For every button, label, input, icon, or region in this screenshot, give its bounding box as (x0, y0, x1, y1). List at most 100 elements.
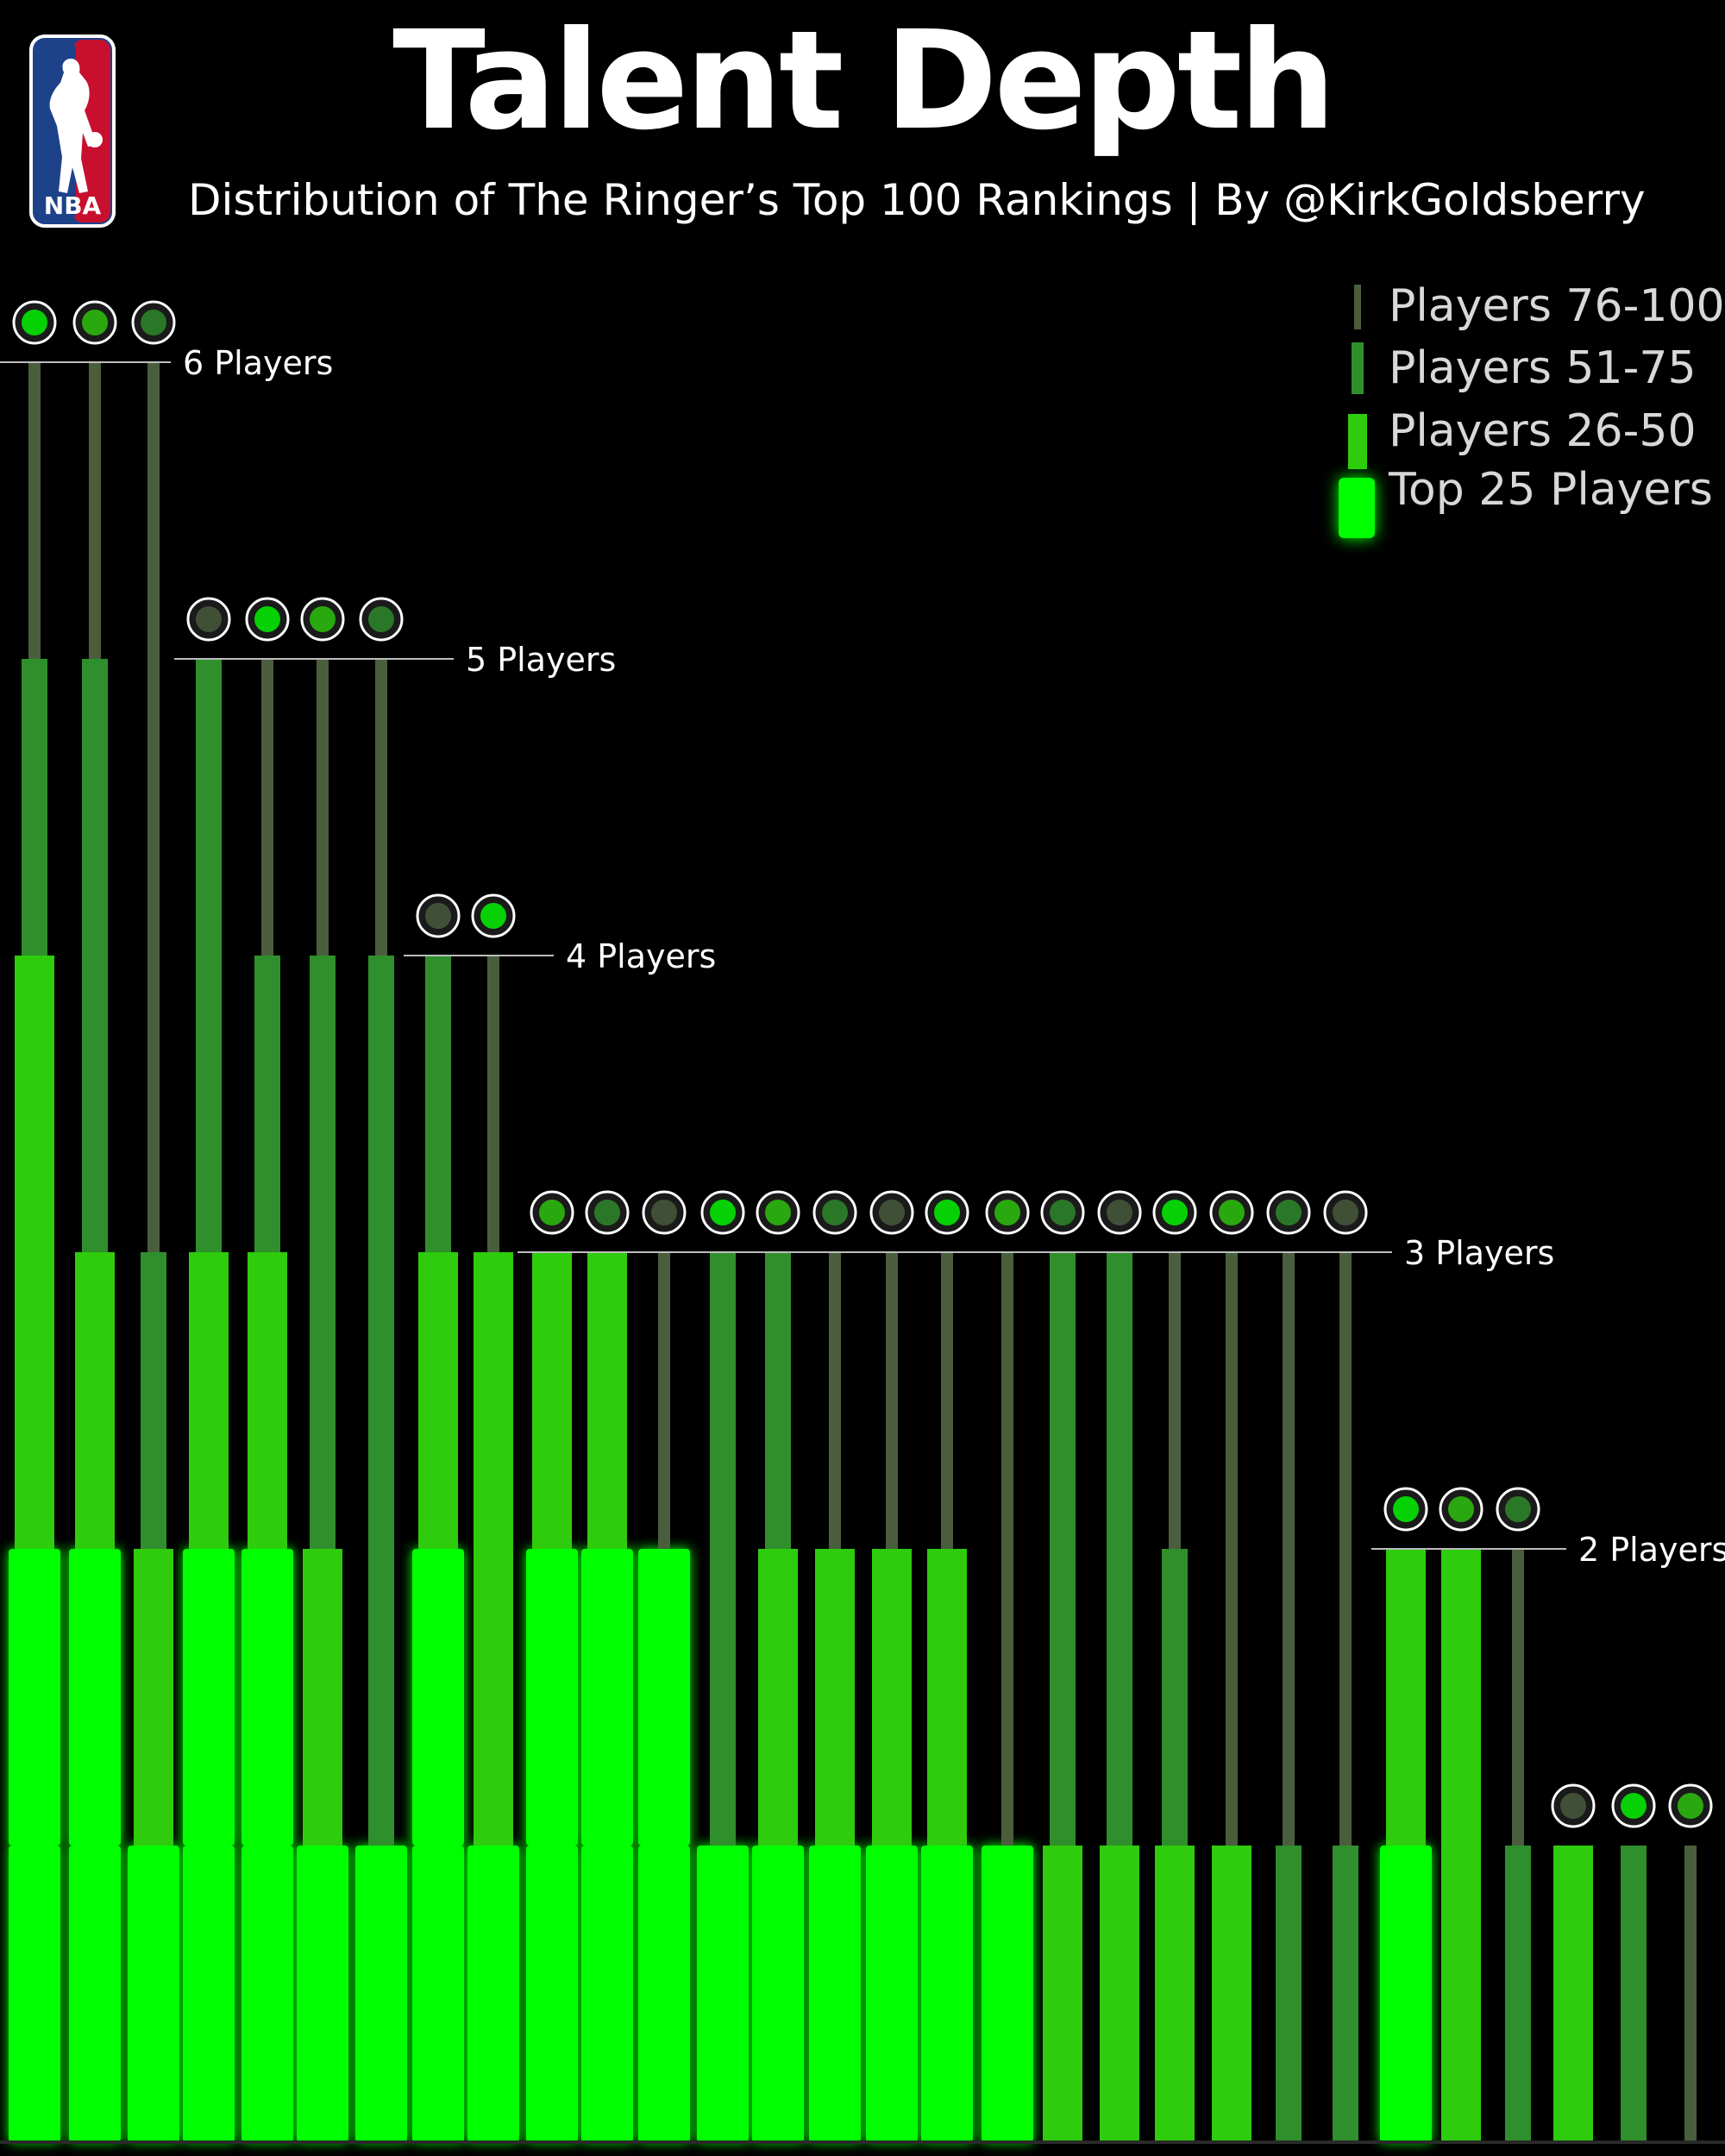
team-logo-pelicans (471, 893, 516, 938)
bar-segment-magic-2 (758, 1549, 798, 1846)
team-logo-suns (642, 1190, 687, 1235)
bar-segment-rockets-3 (141, 1252, 166, 1549)
bar-segment-cavaliers-3 (248, 1252, 287, 1549)
bar-segment-grizzlies-1 (697, 1846, 749, 2142)
bar-segment-bulls-3 (1283, 1252, 1295, 1549)
bar-segment-bucks-3 (941, 1252, 953, 1549)
team-logo-bucks (925, 1190, 969, 1235)
bar-segment-jazz-2 (1512, 1549, 1524, 1846)
bar-segment-clippers-2 (412, 1549, 464, 1846)
bar-segment-thunder-2 (69, 1549, 121, 1846)
bar-segment-celtics-4 (15, 956, 54, 1252)
bar-segment-hawks-2 (1050, 1549, 1076, 1846)
bar-segment-knicks-5 (196, 659, 222, 956)
bar-segment-rockets-2 (134, 1549, 173, 1846)
bar-segment-clippers-3 (418, 1252, 458, 1549)
bar-segment-trail-blazers-2 (1339, 1549, 1352, 1846)
bar-segment-knicks-3 (189, 1252, 229, 1549)
team-logo-jazz (1496, 1487, 1540, 1532)
team-logo-timberwolves (359, 597, 404, 642)
bar-segment-rockets-4 (147, 956, 160, 1252)
bar-segment-pelicans-1 (467, 1846, 519, 2142)
bar-segment-thunder-5 (82, 659, 108, 956)
team-logo-bulls (1266, 1190, 1311, 1235)
team-logo-kings (1097, 1190, 1142, 1235)
bar-segment-mavericks-2 (1386, 1549, 1426, 1846)
bar-segment-raptors-2 (1162, 1549, 1188, 1846)
bar-segment-thunder-1 (69, 1846, 121, 2142)
bar-segment-warriors-1 (581, 1846, 633, 2142)
team-logo-raptors (1152, 1190, 1197, 1235)
bar-segment-pacers-3 (886, 1252, 898, 1549)
group-label-6: 6 Players (183, 344, 333, 382)
bar-segment-pacers-1 (866, 1846, 918, 2142)
bar-segment-clippers-4 (425, 956, 451, 1252)
bar-segment-bulls-2 (1283, 1549, 1295, 1846)
legend-label-26-50: Players 26-50 (1389, 405, 1697, 457)
bar-segment-nuggets-4 (310, 956, 336, 1252)
bar-segment-thunder-3 (75, 1252, 115, 1549)
bar-segment-nets-1 (1621, 1846, 1647, 2142)
group-label-4: 4 Players (566, 937, 716, 975)
bar-segment-wizards-1 (1684, 1846, 1697, 2142)
bar-segment-trail-blazers-1 (1333, 1846, 1358, 2142)
team-logo-wizards (1668, 1783, 1713, 1828)
bar-segment-pelicans-2 (474, 1549, 513, 1846)
team-logo-grizzlies (700, 1190, 745, 1235)
bars-layer (9, 362, 1697, 2142)
nba-logo-text: NBA (44, 191, 102, 220)
group-label-2: 2 Players (1578, 1531, 1725, 1569)
legend-swatch-76-100 (1354, 285, 1361, 329)
bar-segment-raptors-1 (1155, 1846, 1195, 2142)
team-logo-rockets (131, 300, 176, 345)
team-logo-knicks (186, 597, 231, 642)
bar-segment-lakers-1 (526, 1846, 578, 2142)
team-logo-76ers (1209, 1190, 1254, 1235)
bar-segment-76ers-3 (1226, 1252, 1238, 1549)
team-logo-clippers (416, 893, 461, 938)
team-logo-magic (756, 1190, 800, 1235)
bar-segment-bulls-1 (1276, 1846, 1302, 2142)
group-label-5: 5 Players (466, 641, 616, 679)
bar-segment-bucks-2 (927, 1549, 967, 1846)
bar-segment-clippers-1 (412, 1846, 464, 2142)
bar-segment-magic-1 (752, 1846, 804, 2142)
bar-segment-timberwolves-4 (368, 956, 394, 1252)
bar-segment-lakers-2 (526, 1549, 578, 1846)
bar-segment-pelicans-4 (487, 956, 499, 1252)
bar-segment-pacers-2 (872, 1549, 912, 1846)
bar-segment-rockets-5 (147, 659, 160, 956)
bar-segment-hornets-1 (1553, 1846, 1593, 2142)
bar-segment-thunder-6 (89, 362, 101, 659)
bar-segment-pistons-3 (1001, 1252, 1013, 1549)
bar-segment-celtics-6 (28, 362, 41, 659)
legend-label-51-75: Players 51-75 (1389, 342, 1697, 394)
team-logo-pistons (985, 1190, 1030, 1235)
logos-layer (12, 300, 1713, 1828)
bar-segment-pistons-1 (982, 1846, 1033, 2142)
bar-segment-kings-2 (1107, 1549, 1132, 1846)
chart-subtitle: Distribution of The Ringer’s Top 100 Ran… (188, 175, 1646, 225)
bar-segment-trail-blazers-3 (1339, 1252, 1352, 1549)
team-logo-cavaliers (245, 597, 290, 642)
guides-layer: 6 Players 5 Players 4 Players 3 Players 2 Pl… (0, 344, 1725, 1569)
bar-segment-knicks-4 (196, 956, 222, 1252)
bar-segment-spurs-3 (829, 1252, 841, 1549)
team-logo-heat (1439, 1487, 1484, 1532)
bar-segment-timberwolves-2 (368, 1549, 394, 1846)
team-logo-lakers (530, 1190, 574, 1235)
bar-segment-nuggets-5 (317, 659, 329, 956)
bar-segment-kings-3 (1107, 1252, 1132, 1549)
bar-segment-jazz-1 (1505, 1846, 1531, 2142)
legend-label-top25: Top 25 Players (1389, 464, 1713, 516)
bar-segment-knicks-1 (183, 1846, 235, 2142)
legend-label-76-100: Players 76-100 (1389, 280, 1725, 332)
bar-segment-mavericks-1 (1380, 1846, 1432, 2142)
team-logo-mavericks (1383, 1487, 1428, 1532)
bar-segment-hawks-1 (1043, 1846, 1082, 2142)
bar-segment-knicks-2 (183, 1549, 235, 1846)
team-logo-trail-blazers (1323, 1190, 1368, 1235)
bar-segment-cavaliers-5 (261, 659, 273, 956)
team-logo-spurs (812, 1190, 857, 1235)
